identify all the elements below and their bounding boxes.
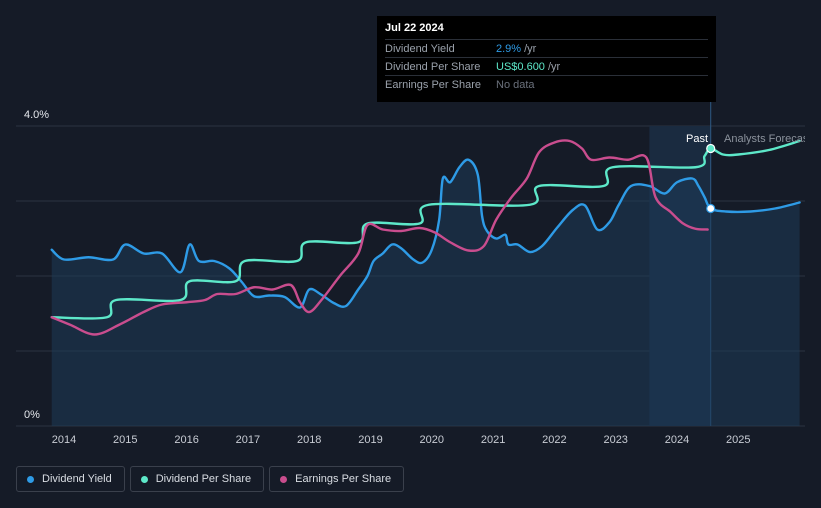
x-tick-label: 2018 — [297, 434, 321, 446]
x-tick-label: 2020 — [420, 434, 444, 446]
legend-dot-icon — [140, 475, 148, 483]
x-tick-label: 2017 — [236, 434, 260, 446]
hover-tooltip: Jul 22 2024 Dividend Yield 2.9%/yr Divid… — [377, 16, 716, 102]
tooltip-unit: /yr — [547, 60, 561, 73]
chart-area: 2014 2015 2016 2017 2018 2019 2020 2021 2022 2023… — [16, 102, 817, 446]
x-tick-label: 2024 — [665, 434, 689, 446]
tooltip-value: No data — [496, 78, 535, 91]
dividend-yield-area-fill — [51, 159, 800, 426]
legend-earnings-per-share[interactable]: Earnings Per Share — [269, 466, 405, 492]
x-tick-label: 2021 — [481, 434, 505, 446]
tooltip-value: 2.9% — [496, 42, 522, 55]
tooltip-date: Jul 22 2024 — [385, 22, 708, 40]
past-label: Past — [686, 133, 708, 145]
dividend-yield-area — [51, 159, 800, 426]
legend-dot-icon — [280, 475, 288, 483]
legend: Dividend Yield Dividend Per Share Earnin… — [16, 466, 405, 492]
legend-label: Dividend Yield — [42, 473, 112, 485]
dividend-yield-line — [50, 158, 801, 309]
tooltip-row-dividend-per-share: Dividend Per Share US$0.600/yr — [385, 58, 708, 76]
forecast-label: Analysts Forecasts — [724, 133, 817, 145]
tooltip-label: Dividend Yield — [385, 42, 455, 55]
series-markers — [706, 143, 716, 214]
earnings-per-share-line — [50, 139, 709, 336]
tooltip-value: US$0.600 — [496, 60, 545, 73]
y-label-bottom: 0% — [24, 409, 40, 421]
dividend-yield-marker — [706, 203, 716, 214]
legend-dividend-yield[interactable]: Dividend Yield — [16, 466, 125, 492]
tooltip-row-dividend-yield: Dividend Yield 2.9%/yr — [385, 40, 708, 58]
x-tick-label: 2025 — [726, 434, 750, 446]
tooltip-row-earnings-per-share: Earnings Per Share No data — [385, 76, 708, 93]
x-tick-label: 2016 — [174, 434, 198, 446]
x-tick-label: 2014 — [52, 434, 76, 446]
tooltip-label: Dividend Per Share — [385, 60, 481, 73]
y-label-top: 4.0% — [24, 109, 49, 121]
x-tick-label: 2022 — [542, 434, 566, 446]
x-tick-label: 2015 — [113, 434, 137, 446]
tooltip-label: Earnings Per Share — [385, 78, 481, 91]
x-axis-ticks: 2014 2015 2016 2017 2018 2019 2020 2021 2022 2023… — [52, 434, 751, 446]
dividend-per-share-marker — [706, 143, 716, 154]
legend-label: Dividend Per Share — [155, 473, 252, 485]
legend-dividend-per-share[interactable]: Dividend Per Share — [129, 466, 265, 492]
legend-dot-icon — [27, 475, 34, 483]
x-tick-label: 2019 — [358, 434, 382, 446]
legend-label: Earnings Per Share — [295, 473, 392, 485]
tooltip-unit: /yr — [524, 42, 537, 55]
x-tick-label: 2023 — [603, 434, 627, 446]
